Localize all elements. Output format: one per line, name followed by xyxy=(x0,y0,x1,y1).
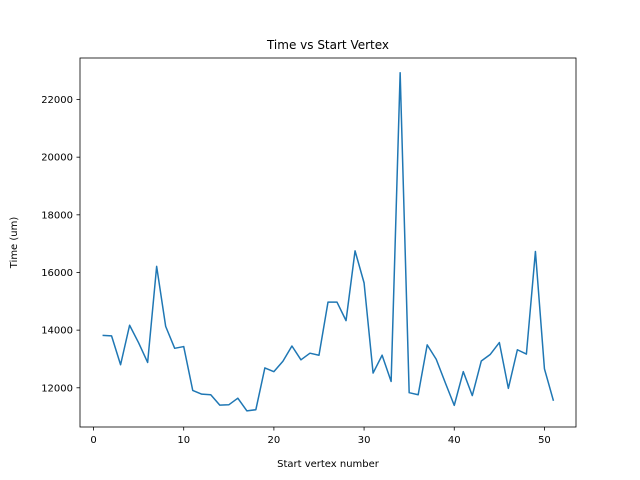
x-tick-label: 40 xyxy=(448,435,461,446)
y-tick-label: 12000 xyxy=(41,383,73,394)
y-tick-label: 20000 xyxy=(41,153,73,164)
x-tick-label: 20 xyxy=(268,435,281,446)
chart-title: Time vs Start Vertex xyxy=(266,38,389,52)
x-tick-label: 0 xyxy=(90,435,96,446)
y-axis-ticks: 12000 14000 16000 18000 20000 22000 xyxy=(41,95,80,394)
x-axis-ticks: 0 10 20 30 40 50 xyxy=(90,427,551,446)
y-tick-label: 14000 xyxy=(41,326,73,337)
y-tick-label: 16000 xyxy=(41,268,73,279)
axes-frame xyxy=(79,57,577,428)
y-axis-label: Time (um) xyxy=(9,217,20,270)
x-axis-label: Start vertex number xyxy=(277,459,380,470)
x-tick-label: 30 xyxy=(358,435,371,446)
y-tick-label: 18000 xyxy=(41,210,73,221)
x-tick-label: 50 xyxy=(538,435,551,446)
series-line-0 xyxy=(102,71,555,412)
plot-area xyxy=(102,71,555,412)
y-tick-label: 22000 xyxy=(41,95,73,106)
x-tick-label: 10 xyxy=(177,435,190,446)
